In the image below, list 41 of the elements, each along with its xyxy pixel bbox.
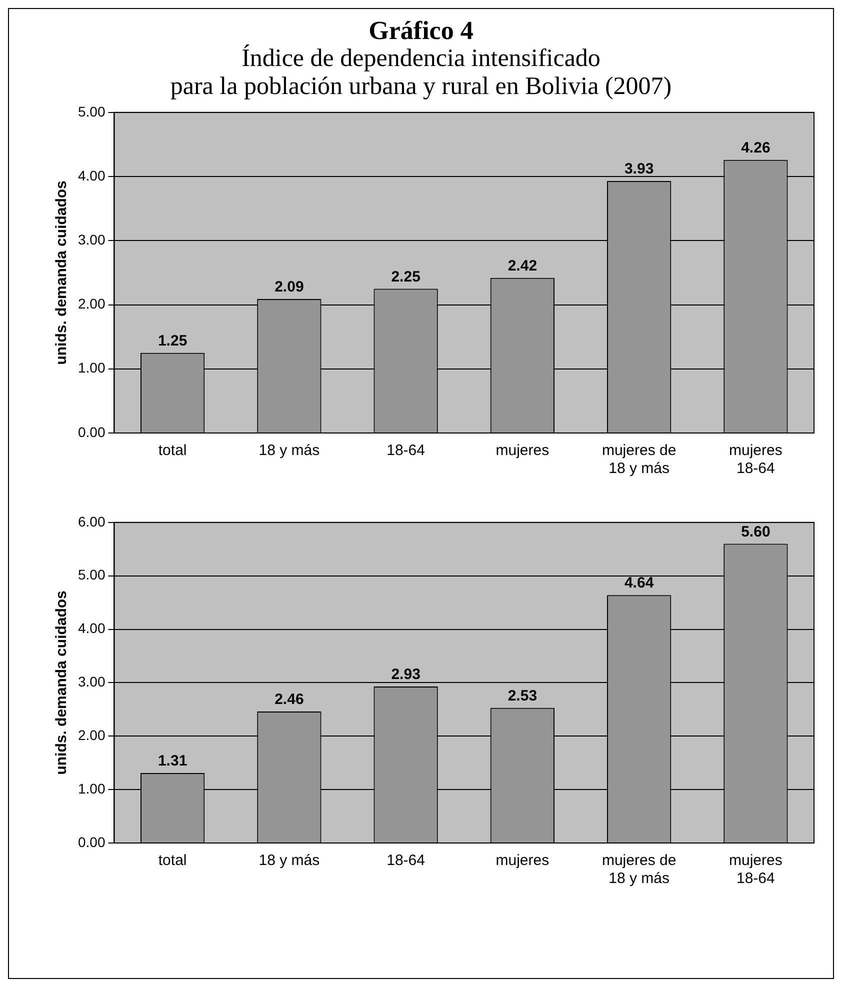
y-tick-label: 0.00: [78, 834, 106, 850]
y-tick-label: 2.00: [78, 726, 106, 743]
data-label: 1.25: [158, 332, 188, 350]
data-label: 2.93: [391, 666, 420, 684]
x-tick-label: mujeres de 18 y más: [602, 852, 676, 888]
data-label: 4.26: [741, 139, 770, 156]
x-tick-label: 18 y más: [258, 442, 320, 460]
x-tick-label: 18 y más: [258, 852, 320, 870]
y-tick-label: 3.00: [78, 674, 106, 690]
data-label: 2.53: [508, 687, 538, 704]
y-tick-label: 3.00: [78, 232, 106, 248]
y-tick-label: 0.00: [78, 424, 106, 440]
chart-title: Gráfico 4: [368, 16, 474, 45]
y-tick-label: 5.00: [78, 566, 106, 583]
x-tick-label: mujeres 18-64: [729, 442, 782, 478]
y-tick-label: 6.00: [78, 513, 106, 530]
x-tick-label: mujeres: [496, 852, 550, 870]
x-tick-label: mujeres 18-64: [729, 852, 782, 888]
x-tick-label: mujeres de 18 y más: [602, 442, 676, 478]
y-axis-title: unids. demanda cuidados: [53, 180, 70, 365]
data-label: 2.42: [508, 257, 538, 274]
y-tick-label: 2.00: [78, 296, 106, 312]
y-tick-label: 1.00: [78, 780, 106, 796]
x-tick-label: total: [158, 852, 187, 870]
y-tick-label: 4.00: [78, 167, 106, 184]
x-tick-label: total: [158, 442, 187, 460]
y-axis-title: unids. demanda cuidados: [53, 590, 70, 775]
y-tick-label: 5.00: [78, 103, 106, 120]
data-label: 5.60: [741, 523, 770, 540]
y-tick-label: 4.00: [78, 620, 106, 636]
chart-subtitle: Índice de dependencia intensificado para la población urbana y rural en Bolivia (2007): [169, 45, 673, 101]
x-tick-label: 18-64: [386, 442, 425, 460]
data-label: 4.64: [624, 574, 654, 592]
data-label: 2.46: [274, 691, 304, 708]
data-label: 3.93: [624, 160, 654, 178]
data-label: 1.31: [158, 752, 188, 770]
x-tick-label: mujeres: [496, 442, 550, 460]
y-tick-label: 1.00: [78, 360, 106, 376]
data-label: 2.25: [391, 268, 420, 286]
x-tick-label: 18-64: [386, 852, 425, 870]
data-label: 2.09: [274, 278, 304, 296]
